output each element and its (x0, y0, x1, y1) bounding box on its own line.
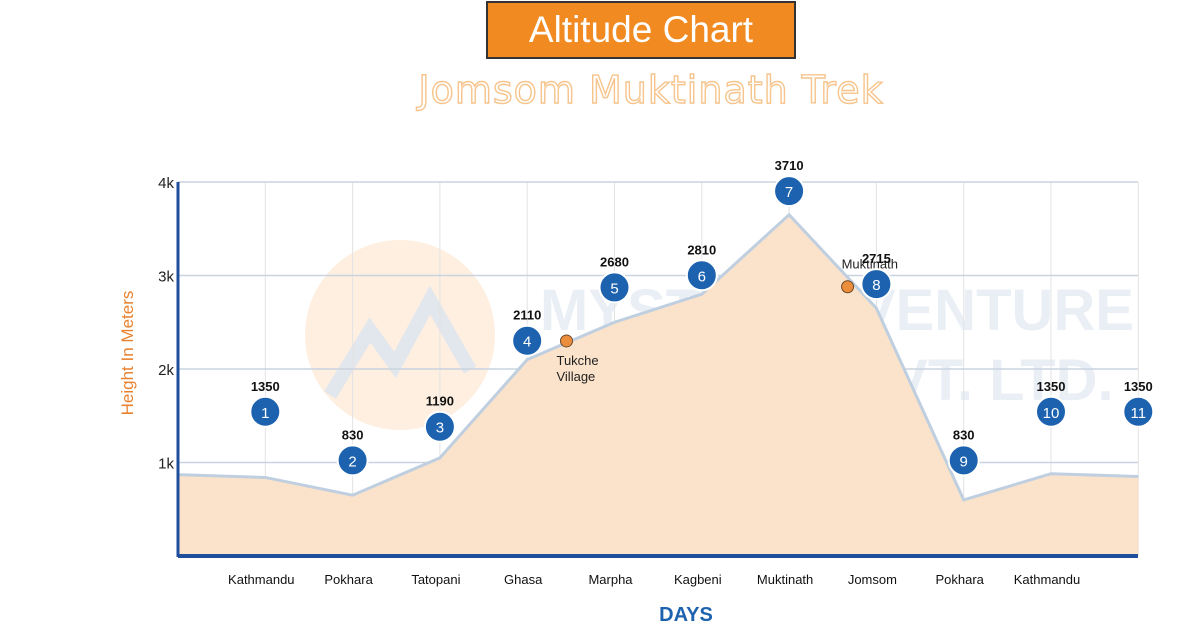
altitude-label: 1190 (426, 394, 454, 409)
side-point-label: Tukche (556, 353, 598, 368)
altitude-label: 2110 (513, 308, 541, 323)
x-tick-label: Jomsom (848, 572, 897, 587)
day-number: 8 (872, 277, 880, 294)
day-number: 11 (1131, 405, 1147, 422)
y-ticks: 1k 2k 3k 4k (158, 175, 174, 473)
day-number: 2 (348, 453, 356, 470)
side-point-label: Muktinath (842, 257, 898, 272)
day-marker (1122, 395, 1155, 428)
altitude-label: 3710 (775, 158, 804, 173)
chart-title: Altitude Chart (486, 1, 796, 59)
day-number: 3 (436, 420, 444, 437)
y-tick-label: 4k (158, 175, 174, 192)
side-point-label: Village (556, 369, 595, 384)
x-tick-label: Kagbeni (674, 572, 722, 587)
x-tick-label: Kathmandu (228, 572, 295, 587)
day-number: 7 (785, 184, 793, 201)
altitude-label: 830 (953, 427, 975, 442)
altitude-area (177, 212, 1139, 556)
altitude-label: 1350 (251, 379, 280, 394)
chart-subtitle: Jomsom Muktinath Trek (418, 67, 884, 112)
watermark-mountain-icon (324, 285, 477, 399)
area-fill (178, 214, 1139, 556)
day-marker (685, 259, 718, 292)
day-number: 9 (960, 453, 968, 470)
day-marker (423, 410, 456, 443)
altitude-label: 2680 (600, 254, 629, 269)
day-number: 5 (610, 280, 618, 297)
day-markers: 1 1350 2 830 3 1190 4 2110 5 2680 6 2810 7 3710 8 2715 9… (249, 158, 1155, 477)
y-tick-label: 3k (158, 269, 174, 286)
day-marker (336, 444, 369, 477)
altitude-label: 1350 (1124, 379, 1153, 394)
day-marker (947, 444, 980, 477)
y-axis-label: Height In Meters (118, 291, 137, 416)
altitude-label: 830 (342, 427, 364, 442)
day-marker (598, 271, 631, 304)
altitude-label: 2715 (862, 251, 891, 266)
x-tick-label: Pokhara (935, 572, 984, 587)
x-tick-label: Ghasa (504, 572, 543, 587)
x-tick-label: Muktinath (757, 572, 813, 587)
x-axis-label: DAYS (659, 604, 713, 626)
side-point (559, 334, 573, 348)
day-number: 1 (261, 405, 269, 422)
altitude-label: 2810 (687, 242, 716, 257)
day-number: 6 (698, 268, 706, 285)
watermark-logo-icon (305, 240, 495, 430)
area-outline (177, 212, 1139, 502)
side-point (841, 280, 855, 294)
day-marker (249, 395, 282, 428)
x-ticks: Kathmandu Pokhara Tatopani Ghasa Marpha Kagbe… (228, 572, 1080, 587)
altitude-label: 1350 (1037, 379, 1066, 394)
x-tick-label: Marpha (588, 572, 633, 587)
axes (176, 182, 1138, 558)
day-marker (773, 175, 806, 208)
day-marker (511, 324, 544, 357)
day-number: 10 (1043, 405, 1060, 422)
x-tick-label: Tatopani (411, 572, 460, 587)
x-tick-label: Pokhara (324, 572, 373, 587)
y-tick-label: 2k (158, 362, 174, 379)
y-tick-label: 1k (158, 456, 174, 473)
day-marker (1035, 395, 1067, 428)
day-number: 4 (523, 334, 531, 351)
day-marker (860, 268, 893, 301)
x-tick-label: Kathmandu (1014, 572, 1081, 587)
